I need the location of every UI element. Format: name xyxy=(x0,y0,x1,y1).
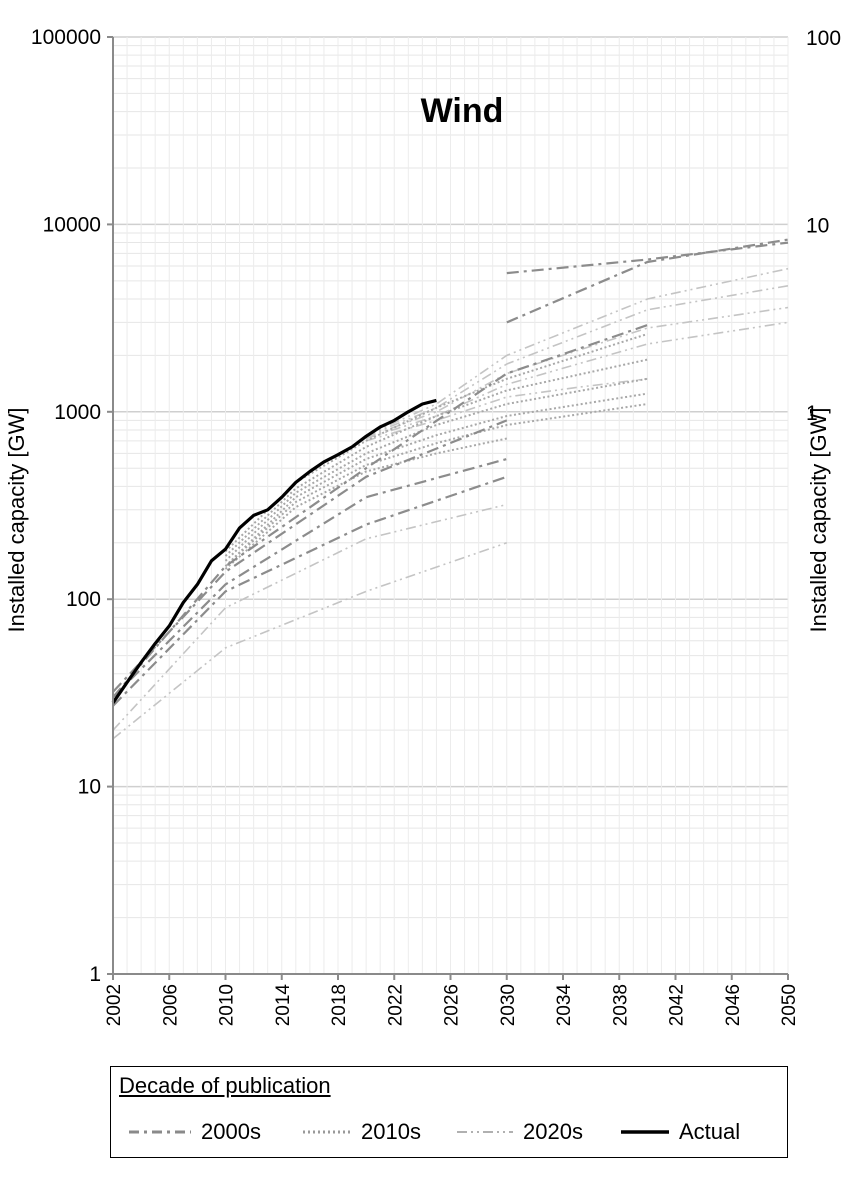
series-layer xyxy=(111,238,789,740)
x-tick-label: 2014 xyxy=(273,984,294,1027)
series-line-2020s-b xyxy=(365,285,789,438)
y-tick-label: 10 xyxy=(78,776,101,799)
wind-capacity-chart: 1 10 100 1000 10000 100000 2002 2006 2010 2014 201… xyxy=(4,26,841,1026)
clipped-tick-label: 1 xyxy=(806,402,818,425)
x-tick-label: 2026 xyxy=(442,984,463,1026)
series-line-2010s-f xyxy=(224,437,508,570)
x-tick-label: 2030 xyxy=(498,984,519,1026)
series-line-2000s-d xyxy=(112,457,508,698)
series-line-2000s-e xyxy=(112,324,648,698)
series-line-2020s-e xyxy=(112,542,508,740)
legend-item-actual: Actual xyxy=(621,1117,740,1147)
x-tick-label: 2034 xyxy=(554,984,575,1027)
series-line-2020s-d xyxy=(365,321,789,440)
chart-title: Wind xyxy=(421,92,504,130)
x-tick-label: 2002 xyxy=(104,984,125,1026)
series-line-2010s-c xyxy=(224,377,648,562)
legend: Decade of publication 2000s 2010s 2020s … xyxy=(110,1066,788,1158)
legend-label-2020s: 2020s xyxy=(523,1119,583,1144)
axes: 1 10 100 1000 10000 100000 2002 2006 2010 2014 201… xyxy=(31,26,800,1026)
x-tick-label: 2010 xyxy=(217,984,238,1026)
series-line-2000s-b xyxy=(506,238,789,324)
x-tick-label: 2046 xyxy=(723,984,744,1026)
y-tick-label: 1000 xyxy=(54,401,101,424)
x-tick-label: 2018 xyxy=(329,984,350,1026)
y-tick-label: 10000 xyxy=(43,213,101,236)
series-line-2010s-b xyxy=(224,358,648,557)
series-line-2020s-f xyxy=(112,503,507,731)
y-tick-label: 1 xyxy=(89,963,101,986)
series-line-2020s-a xyxy=(365,267,789,436)
legend-title: Decade of publication xyxy=(119,1073,331,1098)
series-line-2000s-a xyxy=(506,241,789,275)
legend-swatch-2020s xyxy=(457,1131,513,1133)
legend-swatch-2000s xyxy=(129,1130,191,1134)
clipped-tick-label: 10 xyxy=(806,214,829,237)
legend-item-2010s: 2010s xyxy=(303,1117,421,1147)
clipped-tick-label: 100 xyxy=(806,27,841,50)
x-tick-label: 2050 xyxy=(779,984,800,1026)
grid-lines xyxy=(112,36,789,975)
series-line-2020s-g xyxy=(365,378,648,442)
clipped-y-axis-label: Installed capacity [GW] xyxy=(806,408,831,633)
legend-label-2010s: 2010s xyxy=(361,1119,421,1144)
legend-swatch-2010s xyxy=(303,1130,351,1134)
y-axis-label: Installed capacity [GW] xyxy=(4,408,29,633)
y-tick-label: 100000 xyxy=(31,26,101,49)
legend-item-2000s: 2000s xyxy=(129,1117,261,1147)
legend-label-2000s: 2000s xyxy=(201,1119,261,1144)
x-tick-label: 2042 xyxy=(667,984,688,1026)
series-line-actual xyxy=(111,398,437,704)
series-line-2000s-f xyxy=(112,475,508,707)
x-tick-label: 2006 xyxy=(160,984,181,1026)
legend-swatch-actual xyxy=(621,1130,669,1134)
series-line-2010s-d xyxy=(224,392,648,567)
y-tick-label: 100 xyxy=(66,588,101,611)
x-tick-label: 2022 xyxy=(385,984,406,1026)
x-tick-label: 2038 xyxy=(610,984,631,1026)
legend-item-2020s: 2020s xyxy=(457,1117,583,1147)
legend-label-actual: Actual xyxy=(679,1119,741,1144)
